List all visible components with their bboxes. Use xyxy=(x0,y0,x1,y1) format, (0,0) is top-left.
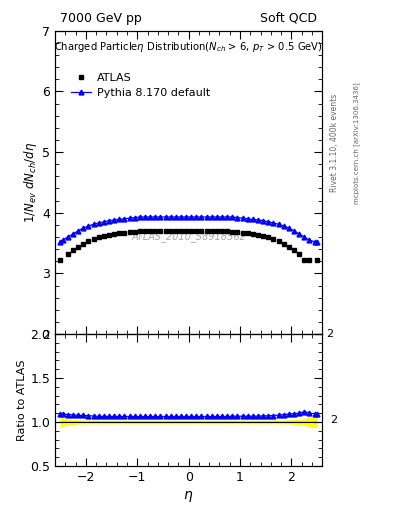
Pythia 8.170 default xyxy=(315,239,320,245)
ATLAS xyxy=(250,231,255,237)
ATLAS xyxy=(107,231,111,238)
Text: 2: 2 xyxy=(330,415,337,425)
Pythia 8.170 default xyxy=(76,228,81,234)
ATLAS xyxy=(215,228,219,234)
ATLAS xyxy=(184,228,188,234)
ATLAS xyxy=(199,228,204,234)
Text: Rivet 3.1.10, 400k events: Rivet 3.1.10, 400k events xyxy=(330,94,339,193)
ATLAS xyxy=(281,241,286,247)
Text: 2: 2 xyxy=(327,329,334,339)
Text: 7000 GeV pp: 7000 GeV pp xyxy=(61,12,142,25)
Legend: ATLAS, Pythia 8.170 default: ATLAS, Pythia 8.170 default xyxy=(71,73,210,98)
ATLAS xyxy=(112,231,116,237)
ATLAS xyxy=(256,231,261,238)
ATLAS xyxy=(81,241,86,247)
ATLAS xyxy=(168,228,173,234)
ATLAS xyxy=(138,228,142,234)
ATLAS xyxy=(189,228,194,234)
ATLAS xyxy=(307,257,312,263)
ATLAS xyxy=(297,251,301,257)
Pythia 8.170 default xyxy=(138,214,142,220)
ATLAS xyxy=(240,230,245,236)
Text: Soft QCD: Soft QCD xyxy=(260,12,317,25)
Line: Pythia 8.170 default: Pythia 8.170 default xyxy=(58,215,320,244)
ATLAS xyxy=(173,228,178,234)
ATLAS xyxy=(148,228,152,234)
ATLAS xyxy=(178,228,183,234)
ATLAS xyxy=(271,236,276,242)
ATLAS xyxy=(315,257,320,263)
ATLAS xyxy=(158,228,163,234)
ATLAS xyxy=(58,257,62,263)
ATLAS xyxy=(204,228,209,234)
ATLAS xyxy=(117,230,121,237)
ATLAS xyxy=(132,228,137,234)
ATLAS xyxy=(276,238,281,244)
ATLAS xyxy=(122,230,127,236)
Line: ATLAS: ATLAS xyxy=(58,228,320,263)
ATLAS xyxy=(245,230,250,237)
Text: mcplots.cern.ch [arXiv:1306.3436]: mcplots.cern.ch [arXiv:1306.3436] xyxy=(354,82,360,204)
ATLAS xyxy=(235,229,240,235)
Pythia 8.170 default xyxy=(153,214,158,220)
Text: ATLAS_2010_S8918562: ATLAS_2010_S8918562 xyxy=(131,231,246,242)
X-axis label: $\eta$: $\eta$ xyxy=(184,489,194,504)
ATLAS xyxy=(209,228,214,234)
Text: Charged Particle$\eta$ Distribution($N_{ch}$ > 6, $p_T$ > 0.5 GeV): Charged Particle$\eta$ Distribution($N_{… xyxy=(54,40,323,54)
ATLAS xyxy=(91,236,96,242)
ATLAS xyxy=(71,247,75,253)
Pythia 8.170 default xyxy=(302,234,307,240)
ATLAS xyxy=(163,228,168,234)
ATLAS xyxy=(225,228,230,234)
ATLAS xyxy=(153,228,158,234)
ATLAS xyxy=(143,228,147,234)
ATLAS xyxy=(230,228,235,234)
ATLAS xyxy=(194,228,199,234)
ATLAS xyxy=(302,257,307,263)
ATLAS xyxy=(96,234,101,240)
Pythia 8.170 default xyxy=(58,239,62,245)
ATLAS xyxy=(76,244,81,250)
Pythia 8.170 default xyxy=(184,214,188,220)
Y-axis label: Ratio to ATLAS: Ratio to ATLAS xyxy=(17,359,28,441)
ATLAS xyxy=(101,232,106,239)
ATLAS xyxy=(292,247,296,253)
ATLAS xyxy=(127,229,132,235)
ATLAS xyxy=(261,232,266,239)
Pythia 8.170 default xyxy=(220,214,224,220)
Y-axis label: $1/N_{ev}\ dN_{ch}/d\eta$: $1/N_{ev}\ dN_{ch}/d\eta$ xyxy=(22,142,39,223)
ATLAS xyxy=(220,228,224,234)
ATLAS xyxy=(86,238,91,244)
ATLAS xyxy=(266,234,271,240)
ATLAS xyxy=(66,251,70,257)
ATLAS xyxy=(286,244,291,250)
Pythia 8.170 default xyxy=(230,214,235,220)
